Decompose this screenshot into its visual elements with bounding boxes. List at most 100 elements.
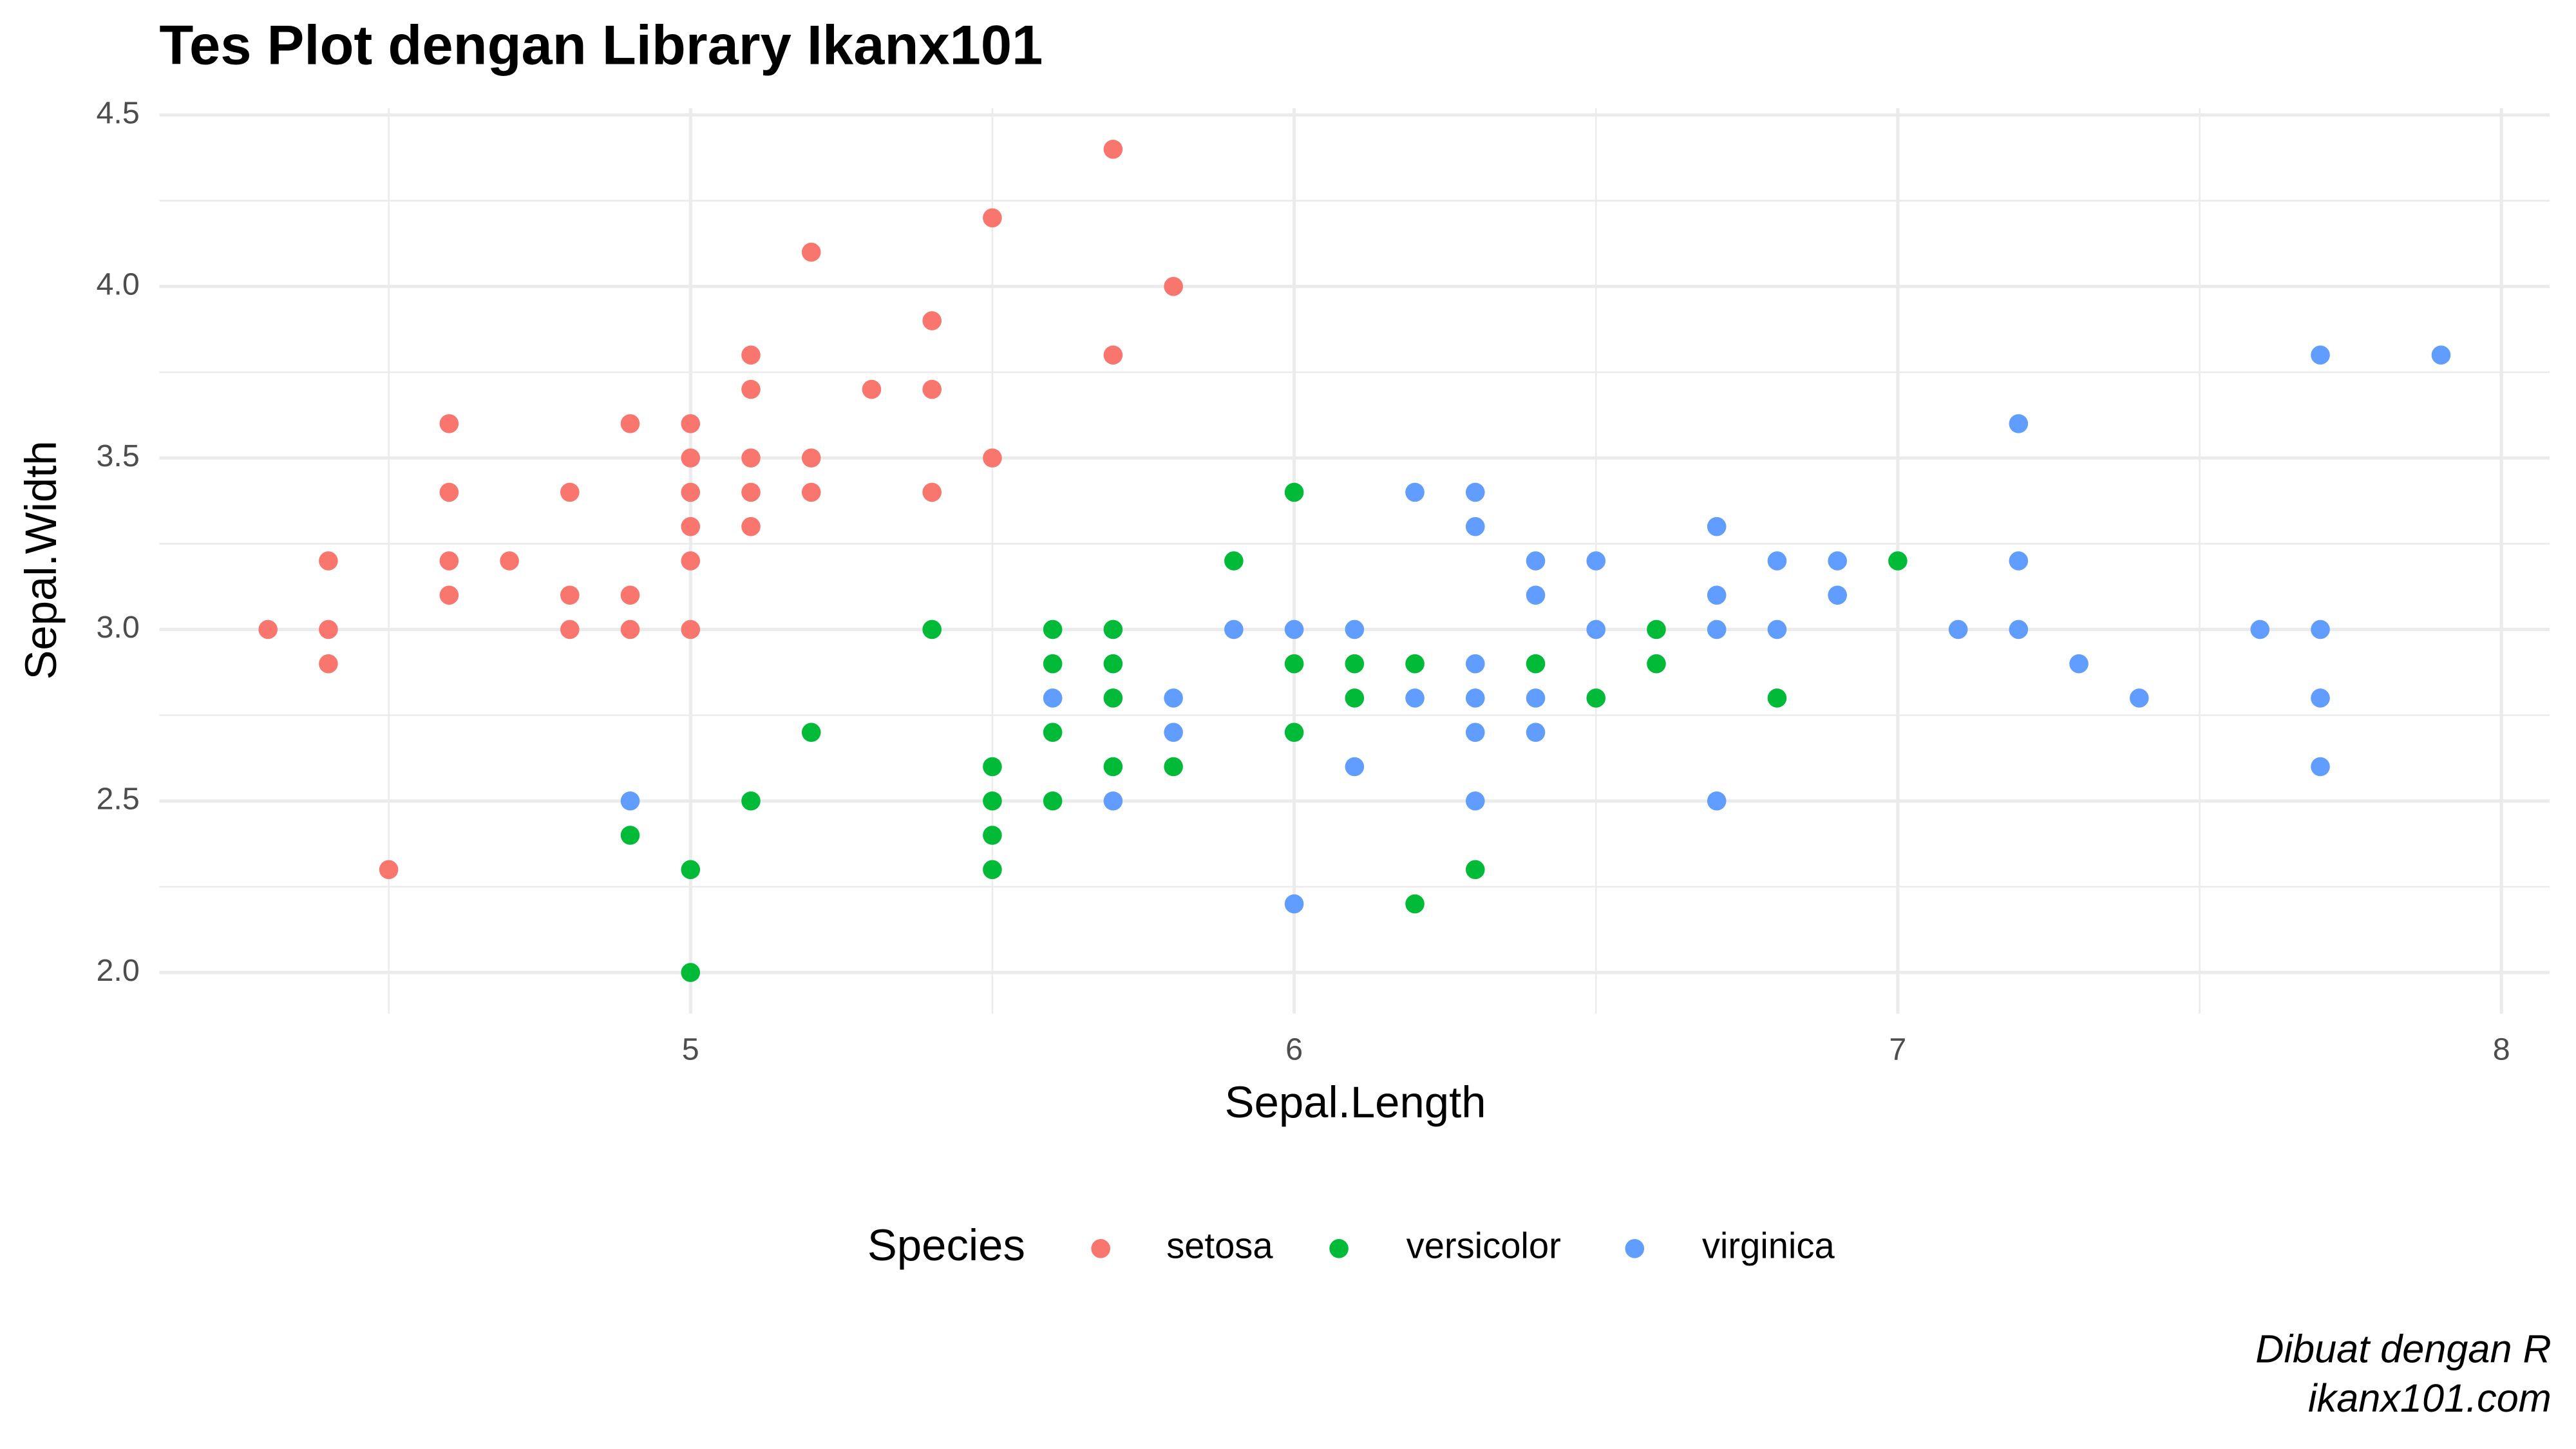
point	[681, 963, 701, 982]
point	[1948, 620, 1968, 639]
point	[2009, 551, 2029, 571]
point	[983, 860, 1002, 880]
point	[439, 551, 459, 571]
point	[862, 379, 882, 399]
point	[1586, 688, 1606, 708]
x-tick-label: 7	[1889, 1032, 1906, 1066]
point	[922, 620, 942, 639]
point	[1284, 654, 1304, 674]
point	[2009, 414, 2029, 433]
point	[1345, 757, 1365, 777]
point	[1586, 620, 1606, 639]
point	[983, 208, 1002, 228]
point	[1164, 277, 1183, 296]
point	[681, 448, 701, 468]
point	[741, 482, 761, 502]
point	[681, 482, 701, 502]
point	[983, 826, 1002, 845]
y-tick-label: 4.0	[96, 267, 139, 302]
point	[922, 311, 942, 330]
x-tick-label: 8	[2493, 1032, 2510, 1066]
point	[983, 757, 1002, 777]
point	[1284, 723, 1304, 743]
caption: Dibuat dengan R	[2255, 1327, 2551, 1371]
point	[681, 516, 701, 536]
point	[1707, 791, 1727, 811]
legend-marker	[1091, 1238, 1110, 1258]
point	[1465, 791, 1485, 811]
legend-marker	[1625, 1238, 1645, 1258]
point	[1103, 791, 1123, 811]
point	[1284, 620, 1304, 639]
point	[620, 620, 640, 639]
point	[1647, 654, 1666, 674]
point	[1465, 654, 1485, 674]
point	[983, 791, 1002, 811]
point	[1043, 654, 1063, 674]
point	[1103, 757, 1123, 777]
point	[1103, 654, 1123, 674]
point	[2311, 620, 2330, 639]
point	[319, 620, 338, 639]
point	[1284, 482, 1304, 502]
point	[1465, 688, 1485, 708]
point	[2311, 757, 2330, 777]
point	[1043, 791, 1063, 811]
point	[1103, 688, 1123, 708]
legend-label: virginica	[1702, 1226, 1835, 1266]
chart-title: Tes Plot dengan Library Ikanx101	[159, 14, 1043, 76]
point	[741, 516, 761, 536]
point	[1526, 551, 1546, 571]
point	[1828, 585, 1847, 605]
point	[1526, 585, 1546, 605]
point	[1465, 723, 1485, 743]
legend-title: Species	[867, 1220, 1025, 1270]
point	[741, 448, 761, 468]
point	[1767, 551, 1787, 571]
point	[620, 791, 640, 811]
x-tick-label: 5	[682, 1032, 699, 1066]
point	[560, 620, 580, 639]
legend-label: versicolor	[1406, 1226, 1561, 1266]
point	[379, 860, 399, 880]
point	[1284, 894, 1304, 914]
point	[681, 860, 701, 880]
point	[1043, 723, 1063, 743]
point	[2431, 345, 2451, 365]
point	[801, 448, 821, 468]
point	[2130, 688, 2149, 708]
point	[1405, 482, 1425, 502]
legend-label: setosa	[1166, 1226, 1273, 1266]
point	[2311, 345, 2330, 365]
point	[1707, 516, 1727, 536]
point	[1767, 620, 1787, 639]
point	[1043, 688, 1063, 708]
point	[922, 482, 942, 502]
point	[681, 414, 701, 433]
point	[983, 448, 1002, 468]
point	[1405, 894, 1425, 914]
point	[1345, 620, 1365, 639]
point	[319, 654, 338, 674]
point	[1224, 620, 1244, 639]
point	[1164, 688, 1183, 708]
point	[1224, 551, 1244, 571]
y-tick-label: 2.0	[96, 953, 139, 988]
point	[2009, 620, 2029, 639]
y-tick-label: 4.5	[96, 95, 139, 130]
point	[560, 482, 580, 502]
point	[258, 620, 278, 639]
x-axis-label: Sepal.Length	[1225, 1077, 1486, 1127]
point	[1164, 723, 1183, 743]
point	[560, 585, 580, 605]
point	[1465, 860, 1485, 880]
point	[1345, 688, 1365, 708]
point	[741, 791, 761, 811]
point	[439, 585, 459, 605]
point	[1345, 654, 1365, 674]
point	[801, 242, 821, 262]
point	[681, 551, 701, 571]
point	[500, 551, 519, 571]
